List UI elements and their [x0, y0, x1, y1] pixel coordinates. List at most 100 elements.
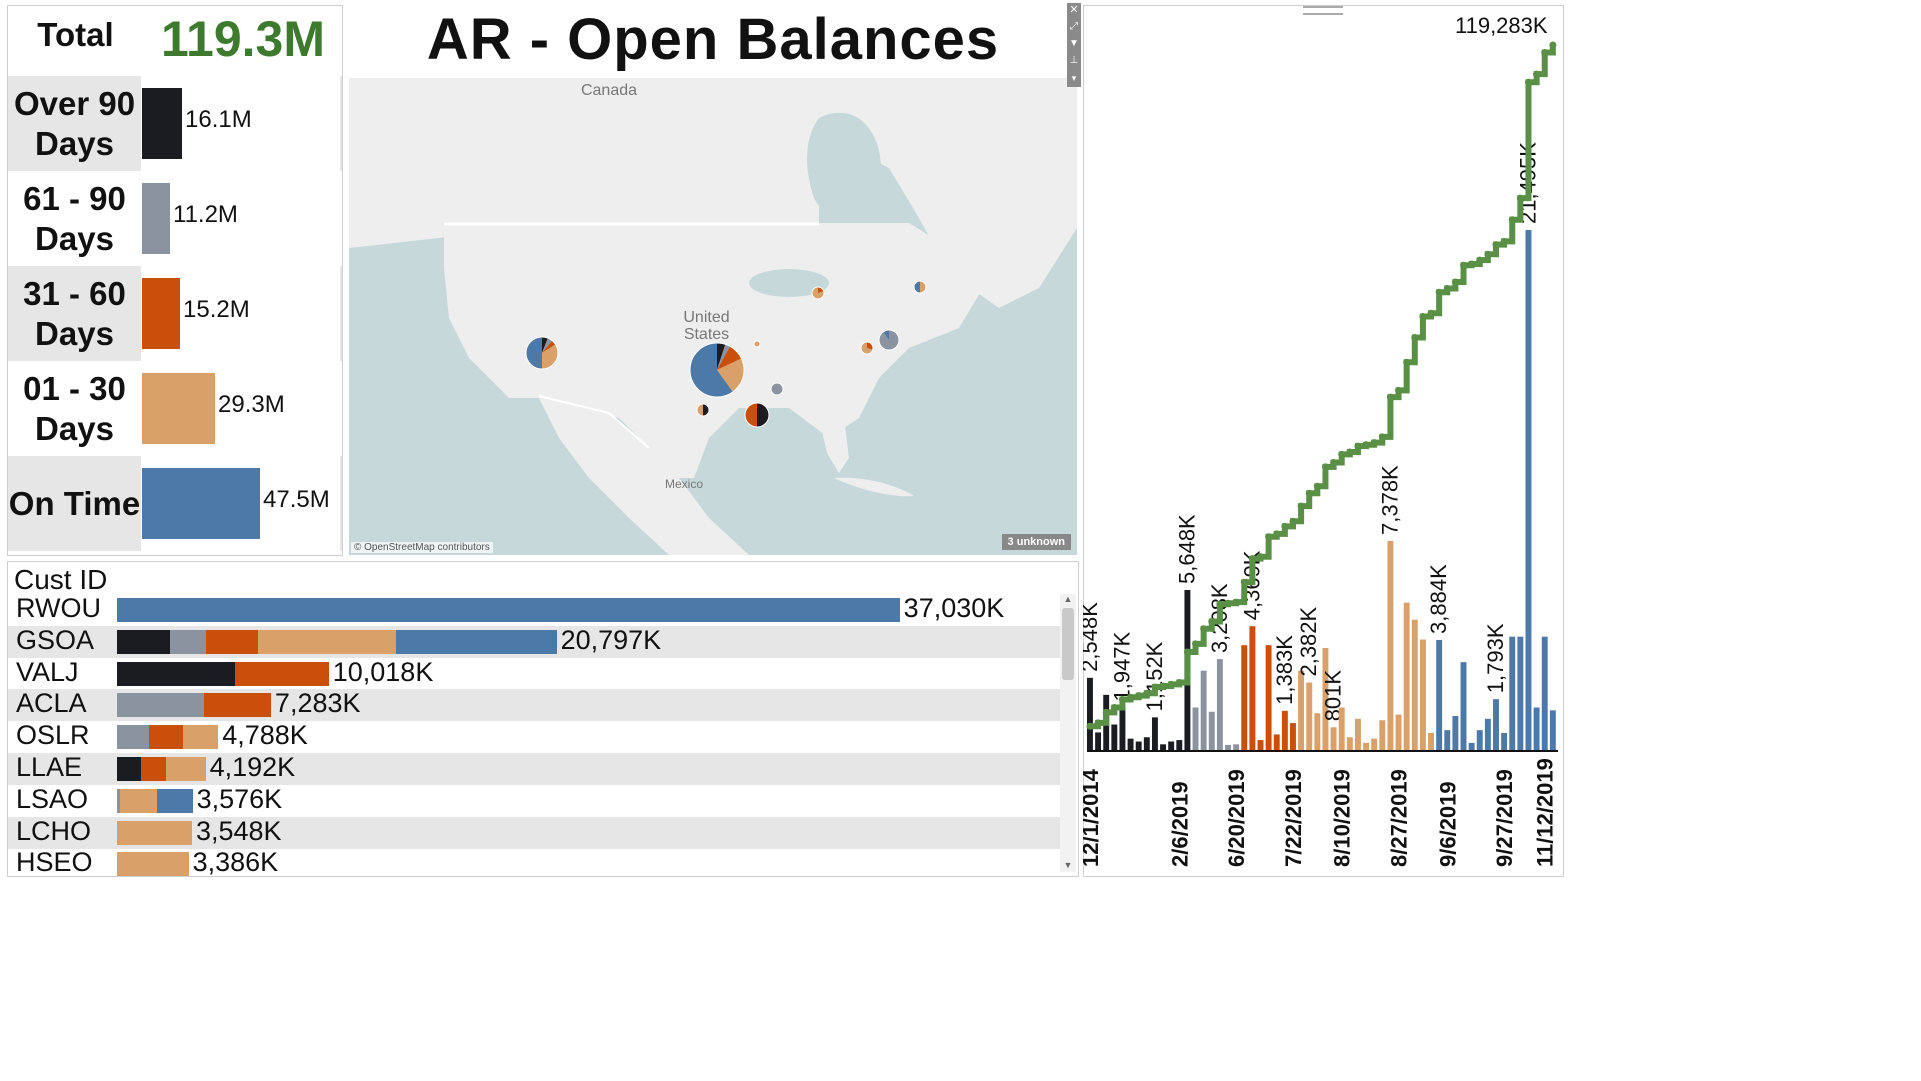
running-total-point[interactable] — [1183, 648, 1191, 656]
time-bar[interactable] — [1363, 742, 1370, 750]
scroll-down-icon[interactable]: ▼ — [1063, 860, 1073, 870]
time-bar[interactable] — [1306, 682, 1313, 750]
time-bar[interactable] — [1509, 636, 1516, 750]
pin-icon[interactable]: ⊥ — [1069, 55, 1079, 66]
running-total-point[interactable] — [1200, 625, 1208, 633]
time-bar[interactable] — [1208, 711, 1215, 750]
table-row-id[interactable]: GSOA — [16, 625, 95, 655]
table-row-id[interactable]: LLAE — [16, 752, 83, 782]
table-row-id[interactable]: RWOU — [16, 593, 101, 623]
table-row-bar-segment[interactable] — [182, 725, 219, 749]
time-bar[interactable] — [1517, 636, 1524, 750]
running-total-point[interactable] — [1411, 333, 1419, 341]
map-pie[interactable] — [913, 280, 927, 294]
table-row-bar-segment[interactable] — [205, 630, 258, 654]
running-total-point[interactable] — [1395, 386, 1403, 394]
running-total-point[interactable] — [1492, 241, 1500, 249]
drag-handle[interactable] — [1303, 6, 1343, 15]
map-panel[interactable]: Canada United States Mexico © OpenStreet… — [349, 78, 1077, 555]
time-bar[interactable] — [1233, 744, 1240, 750]
table-row-id[interactable]: ACLA — [16, 688, 87, 718]
time-bar[interactable] — [1127, 738, 1134, 750]
time-bar[interactable] — [1549, 710, 1556, 750]
running-total-point[interactable] — [1248, 555, 1256, 563]
filter-icon[interactable]: ▼ — [1069, 38, 1079, 49]
running-total-point[interactable] — [1305, 489, 1313, 497]
running-total-point[interactable] — [1362, 441, 1370, 449]
time-bar[interactable] — [1436, 639, 1443, 750]
time-bar[interactable] — [1143, 737, 1150, 750]
map-pie[interactable] — [525, 336, 559, 370]
time-bar[interactable] — [1452, 716, 1459, 750]
time-bar[interactable] — [1338, 707, 1345, 750]
time-bar[interactable] — [1484, 718, 1491, 750]
running-total-point[interactable] — [1435, 288, 1443, 296]
table-row-bar-segment[interactable] — [117, 725, 149, 749]
running-total-point[interactable] — [1135, 692, 1143, 700]
map-pie[interactable] — [696, 403, 710, 417]
running-total-point[interactable] — [1500, 237, 1508, 245]
time-bar[interactable] — [1419, 639, 1426, 750]
running-total-point[interactable] — [1476, 256, 1484, 264]
table-row-bar-segment[interactable] — [117, 598, 900, 622]
time-bar[interactable] — [1225, 744, 1231, 750]
time-bar[interactable] — [1428, 733, 1434, 750]
running-total-point[interactable] — [1484, 250, 1492, 258]
time-bar[interactable] — [1111, 724, 1118, 750]
running-total-point[interactable] — [1159, 682, 1167, 690]
table-row-bar-segment[interactable] — [117, 693, 204, 717]
running-total-point[interactable] — [1265, 533, 1273, 541]
running-total-point[interactable] — [1549, 41, 1557, 49]
running-total-point[interactable] — [1143, 689, 1151, 697]
running-total-point[interactable] — [1118, 695, 1126, 703]
running-total-point[interactable] — [1370, 439, 1378, 447]
running-total-point[interactable] — [1102, 708, 1110, 716]
running-total-point[interactable] — [1216, 600, 1224, 608]
time-bar[interactable] — [1354, 718, 1361, 750]
running-total-point[interactable] — [1378, 433, 1386, 441]
table-row-bar-segment[interactable] — [117, 821, 192, 845]
running-total-point[interactable] — [1175, 678, 1183, 686]
running-total-point[interactable] — [1427, 309, 1435, 317]
time-bar[interactable] — [1444, 730, 1451, 750]
running-total-point[interactable] — [1208, 618, 1216, 626]
time-bar[interactable] — [1273, 734, 1280, 750]
scroll-up-icon[interactable]: ▲ — [1063, 594, 1073, 604]
table-row-bar-segment[interactable] — [141, 757, 166, 781]
running-total-point[interactable] — [1273, 530, 1281, 538]
running-total-point[interactable] — [1110, 704, 1118, 712]
running-total-point[interactable] — [1386, 393, 1394, 401]
running-total-point[interactable] — [1443, 284, 1451, 292]
time-bar[interactable] — [1460, 662, 1467, 750]
time-bar[interactable] — [1176, 740, 1183, 750]
running-total-point[interactable] — [1403, 358, 1411, 366]
time-bar[interactable] — [1257, 740, 1264, 750]
running-total-point[interactable] — [1151, 683, 1159, 691]
running-total-point[interactable] — [1313, 482, 1321, 490]
aging-bar[interactable] — [142, 373, 215, 444]
time-bar[interactable] — [1168, 741, 1175, 750]
time-bar[interactable] — [1541, 636, 1548, 750]
running-total-point[interactable] — [1094, 719, 1102, 727]
running-total-point[interactable] — [1354, 442, 1362, 450]
unknown-badge[interactable]: 3 unknown — [1001, 534, 1071, 550]
running-total-point[interactable] — [1321, 463, 1329, 471]
running-total-point[interactable] — [1192, 640, 1200, 648]
aging-bar[interactable] — [142, 468, 260, 539]
expand-icon[interactable]: ⤢ — [1070, 21, 1078, 32]
running-total-point[interactable] — [1256, 553, 1264, 561]
table-row-bar-segment[interactable] — [117, 852, 189, 876]
table-row-bar-segment[interactable] — [396, 630, 557, 654]
running-total-point[interactable] — [1516, 194, 1524, 202]
map-pie[interactable] — [860, 341, 874, 355]
time-bar[interactable] — [1119, 707, 1126, 750]
running-total-point[interactable] — [1419, 312, 1427, 320]
running-total-point[interactable] — [1330, 459, 1338, 467]
running-total-point[interactable] — [1127, 693, 1135, 701]
table-row-bar-segment[interactable] — [235, 662, 329, 686]
map-pie[interactable] — [878, 329, 900, 351]
time-bar[interactable] — [1387, 540, 1394, 750]
time-bar[interactable] — [1298, 670, 1305, 750]
running-total-point[interactable] — [1451, 278, 1459, 286]
aging-bar[interactable] — [142, 88, 182, 159]
